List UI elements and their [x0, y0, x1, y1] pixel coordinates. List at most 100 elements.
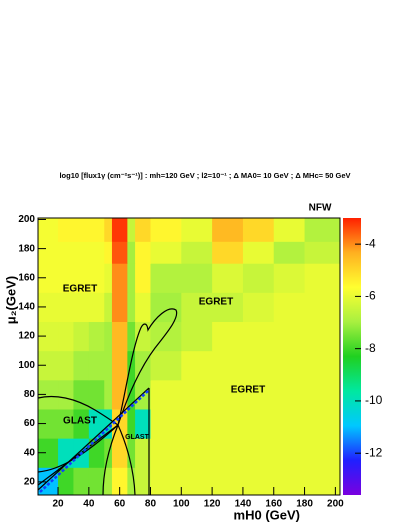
heatmap-cell: [181, 350, 213, 381]
heatmap-cell: [304, 241, 341, 264]
heatmap-cell: [73, 263, 90, 293]
heatmap-cell: [181, 218, 213, 242]
heatmap-cell: [38, 321, 59, 352]
contour: [102, 424, 119, 496]
heatmap-cell: [242, 408, 275, 439]
heatmap-cell: [104, 350, 113, 381]
heatmap-cell: [73, 467, 90, 496]
heatmap-cell: [104, 292, 113, 323]
heatmap-cell: [111, 218, 128, 242]
heatmap-cell: [181, 292, 213, 323]
heatmap-cell: [104, 218, 113, 242]
heatmap-cell: [135, 241, 151, 264]
colorbar: [343, 218, 361, 495]
heatmap-cell: [212, 218, 244, 242]
y-tick-label: 60: [24, 418, 36, 429]
region-label: EGRET: [231, 385, 265, 396]
heatmap-cell: [304, 263, 341, 293]
heatmap-cell: [127, 467, 136, 496]
heatmap-cell: [38, 292, 59, 323]
y-tick-label: 160: [18, 272, 35, 283]
y-tick-label: 100: [18, 360, 35, 371]
heatmap-cell: [88, 467, 105, 496]
heatmap-cell: [212, 438, 244, 468]
heatmap-cell: [38, 350, 59, 381]
y-tick-label: 80: [24, 389, 36, 400]
x-tick-label: 80: [145, 499, 157, 510]
x-tick-label: 60: [114, 499, 126, 510]
y-tick-label: 120: [18, 331, 35, 342]
x-axis-label: mH0 (GeV): [234, 507, 300, 522]
heatmap-cell: [38, 263, 59, 293]
colorbar-tick-label: -4: [365, 236, 376, 250]
heatmap-cell: [212, 467, 244, 496]
heatmap-cell: [111, 263, 128, 293]
heatmap-cell: [88, 292, 105, 323]
x-tick-label: 200: [327, 499, 344, 510]
heatmap-cell: [273, 263, 306, 293]
colorbar-tick-label: -12: [365, 445, 383, 459]
heatmap-cell: [73, 350, 90, 381]
heatmap-cell: [73, 408, 90, 439]
contour: [117, 308, 178, 426]
heatmap-cell: [181, 379, 213, 410]
heatmap-cell: [181, 241, 213, 264]
heatmap-cell: [150, 218, 182, 242]
colorbar-tick-label: -6: [365, 289, 376, 303]
heatmap-cell: [88, 408, 105, 439]
heatmap-cell: [111, 321, 128, 352]
heatmap-cell: [242, 241, 275, 264]
heatmap-cell: [58, 218, 74, 242]
heatmap-cell: [150, 321, 182, 352]
heatmap-cell: [88, 241, 105, 264]
heatmap-cell: [38, 467, 59, 496]
heatmap-cell: [73, 241, 90, 264]
heatmap-cell: [135, 467, 151, 496]
heatmap-cell: [242, 350, 275, 381]
y-tick-label: 140: [18, 302, 35, 313]
x-tick-label: 180: [296, 499, 313, 510]
heatmap-cell: [127, 408, 136, 439]
heatmap-cell: [58, 263, 74, 293]
heatmap-cell: [58, 321, 74, 352]
contour: [37, 424, 119, 486]
heatmap-cell: [150, 379, 182, 410]
heatmap-cell: [150, 263, 182, 293]
y-tick-label: 40: [24, 447, 36, 458]
heatmap-cell: [135, 408, 151, 439]
heatmap-cell: [273, 350, 306, 381]
heatmap-cell: [135, 218, 151, 242]
heatmap-cell: [127, 438, 136, 468]
heatmap-cell: [58, 379, 74, 410]
heatmap-cell: [150, 438, 182, 468]
heatmap-cell: [273, 321, 306, 352]
heatmap-cell: [111, 292, 128, 323]
x-tick-label: 40: [83, 499, 95, 510]
heatmap-cell: [104, 263, 113, 293]
heatmap-cell: [304, 321, 341, 352]
heatmap-cell: [242, 467, 275, 496]
x-tick-label: 100: [173, 499, 190, 510]
y-tick-label: 20: [24, 477, 36, 488]
heatmap-cell: [150, 241, 182, 264]
heatmap-cell: [88, 218, 105, 242]
heatmap-cell: [88, 379, 105, 410]
heatmap-cell: [273, 438, 306, 468]
heatmap-cell: [111, 241, 128, 264]
region-label: EGRET: [199, 297, 233, 308]
heatmap-cell: [38, 218, 59, 242]
heatmap-cell: [273, 379, 306, 410]
heatmap-cell: [88, 263, 105, 293]
heatmap-cell: [304, 379, 341, 410]
heatmap-cell: [212, 379, 244, 410]
heatmap-cell: [273, 408, 306, 439]
heatmap-cell: [304, 292, 341, 323]
x-tick-label: 160: [265, 499, 282, 510]
heatmap-cell: [127, 379, 136, 410]
heatmap-cell: [38, 241, 59, 264]
x-tick-label: 20: [52, 499, 64, 510]
heatmap-cell: [304, 438, 341, 468]
heatmap-cell: [104, 241, 113, 264]
